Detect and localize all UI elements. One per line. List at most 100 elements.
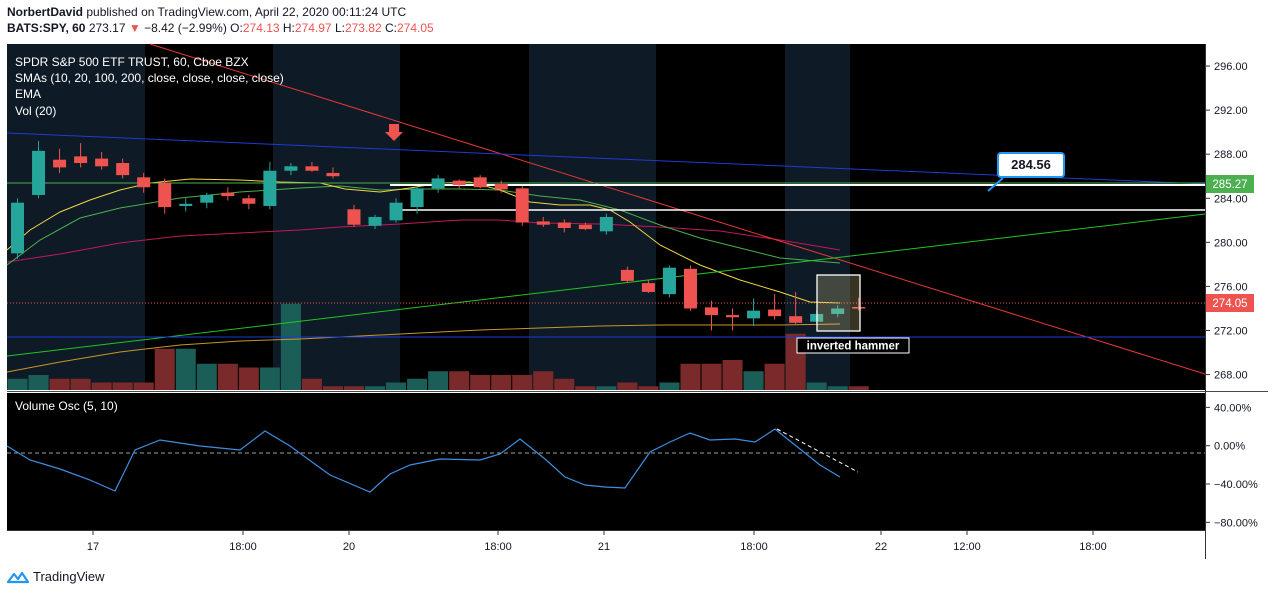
candle — [368, 214, 382, 230]
last-price-tag-text: 274.05 — [1212, 298, 1247, 310]
volume-bar — [154, 348, 175, 390]
session-band — [785, 44, 850, 390]
candle — [747, 298, 761, 327]
publish-line: NorbertDavid published on TradingView.co… — [7, 4, 434, 20]
candle — [179, 198, 193, 212]
arrow-down-icon — [385, 124, 403, 141]
candle — [410, 186, 424, 214]
legend-sma[interactable]: SMAs (10, 20, 100, 200, close, close, cl… — [15, 71, 284, 85]
candle — [452, 179, 466, 189]
time-tick-label: 21 — [598, 541, 610, 553]
volume-bar — [322, 386, 343, 390]
candle — [158, 178, 172, 214]
candle — [726, 308, 740, 331]
legend-ema[interactable]: EMA — [15, 87, 41, 101]
change-value: −8.42 (−2.99%) — [144, 21, 227, 35]
time-tick-label: 18:00 — [484, 541, 512, 553]
descending-red-trendline — [149, 43, 1206, 375]
inverted-hammer-box[interactable] — [816, 274, 861, 332]
candle — [641, 279, 655, 294]
open-label: O: — [230, 21, 243, 35]
high-label: H: — [282, 21, 295, 35]
time-tick-label: 22 — [875, 541, 887, 553]
callout-pointer — [987, 177, 1004, 192]
volume-bar — [743, 371, 764, 390]
price-callout-text: 284.56 — [1011, 157, 1051, 172]
tradingview-brand: TradingView — [33, 569, 105, 584]
legend-title[interactable]: SPDR S&P 500 ETF TRUST, 60, Cboe BZX — [15, 55, 249, 69]
close-label: C: — [385, 21, 397, 35]
price-axis-ticks: 296.00 292.00 288.00 284.00 280.00 276.00 272.… — [1205, 61, 1248, 382]
open-value: 274.13 — [242, 21, 280, 35]
volume-bar — [638, 386, 659, 390]
close-value: 274.05 — [397, 21, 434, 35]
resistance-price-tag-text: 285.27 — [1212, 179, 1247, 191]
osc-tick-label: −80.00% — [1214, 517, 1258, 529]
tradingview-logo-icon — [7, 571, 29, 583]
candle — [95, 151, 109, 170]
legend-volume-osc[interactable]: Volume Osc (5, 10) — [15, 399, 118, 413]
volume-osc-line — [6, 428, 841, 493]
candlesticks — [11, 140, 866, 331]
resistance-price-tag — [1206, 175, 1254, 193]
candle — [705, 300, 719, 331]
volume-bar — [407, 378, 428, 390]
osc-axis-ticks: 40.00% 0.00% −40.00% −80.00% — [1205, 402, 1258, 529]
price-tick-label: 268.00 — [1214, 370, 1248, 382]
candle — [620, 266, 634, 284]
price-tick-label: 280.00 — [1214, 237, 1248, 249]
volume-bar — [133, 382, 154, 390]
time-tick-label: 18:00 — [229, 541, 257, 553]
low-label: L: — [334, 21, 345, 35]
candle — [536, 217, 550, 227]
sma-green-line — [6, 185, 841, 266]
session-band — [7, 44, 145, 390]
time-axis[interactable] — [7, 531, 1205, 559]
candle — [789, 291, 803, 324]
volume-bar — [70, 378, 91, 390]
volume-bar — [575, 386, 596, 390]
legend-volume[interactable]: Vol (20) — [15, 104, 56, 118]
volume-bar — [491, 375, 512, 390]
time-tick-label: 20 — [343, 541, 355, 553]
volume-bar — [617, 382, 638, 390]
candle — [263, 161, 277, 210]
volume-bar — [533, 371, 554, 390]
candle — [473, 175, 487, 189]
candle — [284, 163, 298, 176]
volume-bar — [449, 371, 470, 390]
volume-bar — [28, 375, 49, 390]
candle — [221, 187, 235, 201]
candle — [389, 198, 403, 223]
sma-orange-line — [6, 323, 841, 373]
candle — [683, 265, 697, 311]
volume-bar — [659, 382, 680, 390]
osc-tick-label: 0.00% — [1214, 441, 1245, 453]
volume-bar — [49, 378, 70, 390]
indicator-lines — [6, 178, 841, 373]
candle — [831, 305, 845, 318]
author-name[interactable]: NorbertDavid — [7, 5, 84, 19]
oscillator-pane[interactable] — [7, 393, 1205, 530]
candle — [599, 213, 613, 235]
volume-bar — [7, 378, 28, 390]
price-tick-label: 288.00 — [1214, 149, 1248, 161]
candle — [53, 148, 67, 173]
candle — [11, 198, 25, 259]
candle — [852, 297, 866, 311]
time-tick-label: 18:00 — [1079, 541, 1107, 553]
tradingview-logo[interactable]: TradingView — [7, 569, 105, 584]
volume-bar — [470, 375, 491, 390]
price-callout-box[interactable] — [997, 152, 1065, 178]
price-tick-label: 272.00 — [1214, 325, 1248, 337]
time-tick-label: 17 — [87, 541, 99, 553]
candle — [200, 192, 214, 209]
candle — [326, 167, 340, 179]
change-down-icon: ▼ — [128, 21, 141, 35]
volume-bar — [343, 386, 365, 390]
candle — [578, 222, 592, 231]
candle — [242, 194, 256, 210]
pattern-label-box[interactable] — [796, 337, 910, 354]
session-band — [529, 44, 656, 390]
